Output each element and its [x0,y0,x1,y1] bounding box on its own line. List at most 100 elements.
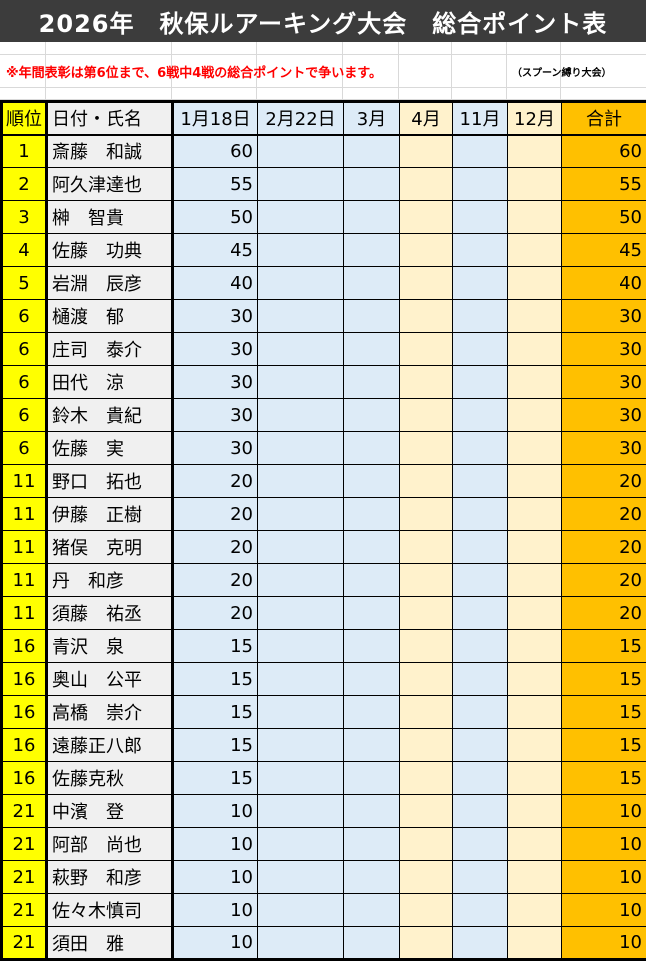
cell-nov[interactable] [453,498,508,531]
cell-mar[interactable] [344,696,400,729]
cell-nov[interactable] [453,531,508,564]
cell-feb22[interactable] [258,696,344,729]
cell-mar[interactable] [344,234,400,267]
cell-dec[interactable] [508,861,562,894]
cell-rank[interactable]: 6 [2,366,47,399]
cell-rank[interactable]: 11 [2,597,47,630]
cell-name[interactable]: 阿部 尚也 [47,828,173,861]
cell-rank[interactable]: 21 [2,828,47,861]
cell-nov[interactable] [453,465,508,498]
cell-apr[interactable] [400,894,453,927]
cell-nov[interactable] [453,630,508,663]
cell-name[interactable]: 高橋 崇介 [47,696,173,729]
cell-jan18[interactable]: 30 [173,366,258,399]
cell-total[interactable]: 50 [562,201,646,234]
cell-name[interactable]: 奥山 公平 [47,663,173,696]
cell-total[interactable]: 20 [562,564,646,597]
cell-rank[interactable]: 6 [2,333,47,366]
cell-total[interactable]: 55 [562,168,646,201]
cell-rank[interactable]: 21 [2,795,47,828]
cell-jan18[interactable]: 30 [173,300,258,333]
cell-feb22[interactable] [258,432,344,465]
cell-jan18[interactable]: 10 [173,894,258,927]
cell-dec[interactable] [508,828,562,861]
cell-nov[interactable] [453,729,508,762]
cell-name[interactable]: 猪俣 克明 [47,531,173,564]
cell-total[interactable]: 10 [562,894,646,927]
cell-nov[interactable] [453,663,508,696]
cell-rank[interactable]: 6 [2,300,47,333]
cell-jan18[interactable]: 45 [173,234,258,267]
cell-dec[interactable] [508,531,562,564]
cell-dec[interactable] [508,333,562,366]
cell-mar[interactable] [344,894,400,927]
cell-feb22[interactable] [258,795,344,828]
cell-feb22[interactable] [258,729,344,762]
cell-nov[interactable] [453,762,508,795]
cell-jan18[interactable]: 50 [173,201,258,234]
cell-dec[interactable] [508,630,562,663]
cell-nov[interactable] [453,168,508,201]
cell-mar[interactable] [344,267,400,300]
cell-name[interactable]: 庄司 泰介 [47,333,173,366]
cell-rank[interactable]: 11 [2,465,47,498]
cell-feb22[interactable] [258,201,344,234]
cell-apr[interactable] [400,465,453,498]
cell-apr[interactable] [400,762,453,795]
cell-nov[interactable] [453,267,508,300]
cell-feb22[interactable] [258,597,344,630]
cell-nov[interactable] [453,927,508,960]
cell-mar[interactable] [344,168,400,201]
cell-apr[interactable] [400,432,453,465]
cell-mar[interactable] [344,564,400,597]
cell-dec[interactable] [508,894,562,927]
cell-nov[interactable] [453,894,508,927]
cell-rank[interactable]: 5 [2,267,47,300]
cell-rank[interactable]: 11 [2,498,47,531]
cell-mar[interactable] [344,531,400,564]
cell-mar[interactable] [344,729,400,762]
cell-total[interactable]: 10 [562,861,646,894]
cell-feb22[interactable] [258,135,344,168]
header-total[interactable]: 合計 [562,102,646,135]
cell-mar[interactable] [344,927,400,960]
cell-name[interactable]: 佐藤 功典 [47,234,173,267]
cell-mar[interactable] [344,399,400,432]
cell-mar[interactable] [344,333,400,366]
cell-feb22[interactable] [258,333,344,366]
cell-total[interactable]: 40 [562,267,646,300]
cell-mar[interactable] [344,465,400,498]
cell-total[interactable]: 15 [562,762,646,795]
cell-dec[interactable] [508,300,562,333]
cell-mar[interactable] [344,828,400,861]
cell-total[interactable]: 30 [562,300,646,333]
cell-feb22[interactable] [258,465,344,498]
cell-jan18[interactable]: 15 [173,630,258,663]
cell-name[interactable]: 鈴木 貴紀 [47,399,173,432]
cell-total[interactable]: 30 [562,333,646,366]
cell-jan18[interactable]: 15 [173,762,258,795]
cell-apr[interactable] [400,729,453,762]
cell-mar[interactable] [344,366,400,399]
cell-jan18[interactable]: 15 [173,729,258,762]
cell-dec[interactable] [508,432,562,465]
cell-total[interactable]: 10 [562,795,646,828]
cell-nov[interactable] [453,399,508,432]
cell-apr[interactable] [400,399,453,432]
cell-jan18[interactable]: 55 [173,168,258,201]
cell-dec[interactable] [508,168,562,201]
cell-nov[interactable] [453,828,508,861]
cell-dec[interactable] [508,135,562,168]
cell-feb22[interactable] [258,927,344,960]
cell-jan18[interactable]: 10 [173,927,258,960]
cell-nov[interactable] [453,300,508,333]
cell-total[interactable]: 20 [562,465,646,498]
cell-name[interactable]: 樋渡 郁 [47,300,173,333]
cell-feb22[interactable] [258,630,344,663]
header-feb22[interactable]: 2月22日 [258,102,344,135]
cell-jan18[interactable]: 30 [173,432,258,465]
cell-nov[interactable] [453,234,508,267]
cell-jan18[interactable]: 30 [173,399,258,432]
cell-rank[interactable]: 6 [2,399,47,432]
cell-total[interactable]: 15 [562,630,646,663]
